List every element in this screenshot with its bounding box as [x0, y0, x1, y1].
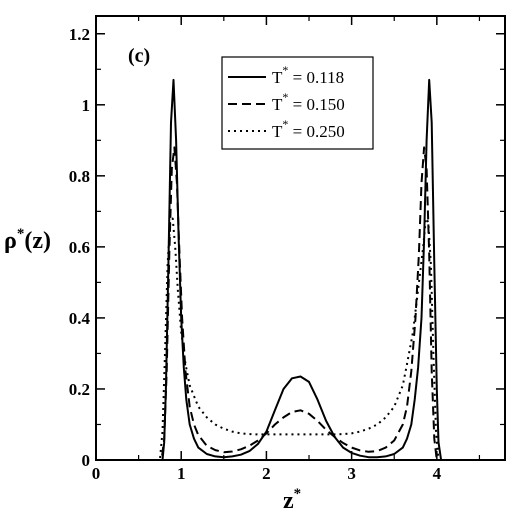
y-tick-label: 0 — [82, 451, 91, 470]
legend-label-1: T* = 0.150 — [272, 90, 345, 114]
x-tick-label: 0 — [92, 464, 101, 483]
x-axis-title-sup: * — [294, 486, 302, 502]
y-tick-label: 0.6 — [69, 238, 90, 257]
axes-ticks: 0 1 2 3 4 0 0.2 0.4 0.6 0.8 1 1.2 — [69, 16, 505, 483]
y-tick-label: 1 — [82, 96, 91, 115]
series-line-2 — [96, 217, 505, 461]
x-axis-title: z* — [283, 486, 301, 514]
y-tick-label: 0.8 — [69, 167, 90, 186]
x-tick-label: 2 — [262, 464, 271, 483]
y-axis-title-rest: (z) — [24, 228, 51, 254]
y-axis-title-base: ρ — [4, 228, 17, 254]
series-line-1 — [96, 146, 505, 461]
plot-area — [95, 15, 506, 461]
x-tick-label: 4 — [433, 464, 442, 483]
y-axis-title-sup: * — [17, 226, 25, 242]
legend-label-2: T* = 0.250 — [272, 117, 345, 141]
x-tick-label: 3 — [347, 464, 356, 483]
y-tick-label: 1.2 — [69, 25, 90, 44]
plot-frame — [95, 15, 506, 461]
panel-label: (c) — [128, 45, 150, 67]
x-axis-title-base: z — [283, 488, 294, 514]
y-tick-label: 0.4 — [69, 309, 91, 328]
y-axis-title: ρ*(z) — [4, 226, 51, 254]
x-tick-label: 1 — [177, 464, 186, 483]
legend: T* = 0.118 T* = 0.150 T* = 0.250 — [221, 56, 374, 150]
y-tick-label: 0.2 — [69, 380, 90, 399]
legend-label-0: T* = 0.118 — [272, 63, 344, 87]
